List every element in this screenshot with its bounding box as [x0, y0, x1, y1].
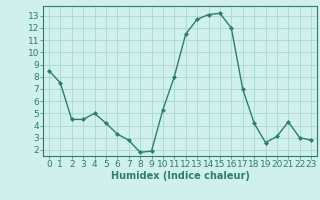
X-axis label: Humidex (Indice chaleur): Humidex (Indice chaleur) — [111, 171, 249, 181]
